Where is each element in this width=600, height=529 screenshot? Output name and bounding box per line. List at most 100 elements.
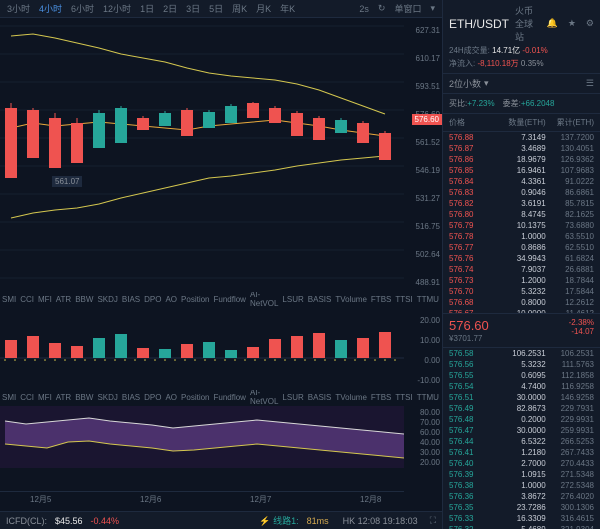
ob-row[interactable]: 576.747.903726.6881: [443, 264, 600, 275]
buy-ratio: +7.23%: [467, 99, 494, 108]
ob-row[interactable]: 576.402.7000270.4433: [443, 458, 600, 469]
tf-3d[interactable]: 3日: [183, 2, 203, 15]
expand-icon[interactable]: ⛶: [430, 515, 436, 526]
tf-6h[interactable]: 6小时: [68, 2, 97, 15]
bell-icon[interactable]: 🔔: [547, 18, 558, 29]
indicator-ttmu[interactable]: TTMU: [417, 295, 439, 304]
indicator-ai-netvol[interactable]: AI-NetVOL: [250, 390, 278, 404]
indicator-atr[interactable]: ATR: [56, 295, 71, 304]
indicator-lsur[interactable]: LSUR: [282, 295, 303, 304]
indicator-fundflow[interactable]: Fundflow: [214, 295, 246, 304]
ob-row[interactable]: 576.544.7400116.9258: [443, 381, 600, 392]
ob-row[interactable]: 576.808.474582.1625: [443, 209, 600, 220]
ob-row[interactable]: 576.830.904686.6861: [443, 187, 600, 198]
ob-row[interactable]: 576.7910.137573.6880: [443, 220, 600, 231]
indicator-skdj[interactable]: SKDJ: [97, 393, 117, 402]
ob-row[interactable]: 576.3523.7286300.1306: [443, 502, 600, 513]
indicator-cci[interactable]: CCI: [20, 393, 34, 402]
ob-row[interactable]: 576.4982.8673229.7931: [443, 403, 600, 414]
ob-row[interactable]: 576.363.8672276.4020: [443, 491, 600, 502]
indicator-smi[interactable]: SMI: [2, 295, 16, 304]
latency: 81ms: [307, 516, 329, 526]
ob-row[interactable]: 576.381.0000272.5348: [443, 480, 600, 491]
indicator-ftbs[interactable]: FTBS: [371, 393, 391, 402]
ob-row[interactable]: 576.8516.9461107.9683: [443, 165, 600, 176]
ob-row[interactable]: 576.411.2180267.7433: [443, 447, 600, 458]
layout-dropdown-icon[interactable]: ▾: [427, 3, 438, 14]
ob-row[interactable]: 576.5130.0000146.9258: [443, 392, 600, 403]
indicator-tvolume[interactable]: TVolume: [335, 393, 367, 402]
ob-row[interactable]: 576.325.4689321.9304: [443, 524, 600, 529]
indicator-dpo[interactable]: DPO: [144, 393, 161, 402]
indicator-smi[interactable]: SMI: [2, 393, 16, 402]
chevron-down-icon[interactable]: ▾: [484, 78, 489, 89]
indicator-position[interactable]: Position: [181, 295, 209, 304]
tf-12h[interactable]: 12小时: [100, 2, 134, 15]
indicator-skdj[interactable]: SKDJ: [97, 295, 117, 304]
decimal-selector[interactable]: 2位小数: [449, 77, 481, 90]
indicator-mfi[interactable]: MFI: [38, 295, 52, 304]
ob-row[interactable]: 576.8618.9679126.9362: [443, 154, 600, 165]
ob-row[interactable]: 576.565.3232111.5763: [443, 359, 600, 370]
indicator-tvolume[interactable]: TVolume: [335, 295, 367, 304]
indicator-position[interactable]: Position: [181, 393, 209, 402]
tf-2d[interactable]: 2日: [160, 2, 180, 15]
indicator-cci[interactable]: CCI: [20, 295, 34, 304]
indicator-basis[interactable]: BASIS: [308, 393, 332, 402]
ob-row[interactable]: 576.887.3149137.7200: [443, 132, 600, 143]
indicator-ao[interactable]: AO: [165, 393, 177, 402]
tf-mo[interactable]: 月K: [253, 2, 274, 15]
indicator-atr[interactable]: ATR: [56, 393, 71, 402]
star-icon[interactable]: ★: [568, 18, 576, 29]
main-candlestick-chart[interactable]: [0, 18, 404, 288]
indicator-ao[interactable]: AO: [165, 295, 177, 304]
gear-icon[interactable]: ⚙: [586, 18, 594, 29]
indicator-bias[interactable]: BIAS: [122, 393, 140, 402]
indicator-ftbs[interactable]: FTBS: [371, 295, 391, 304]
ob-row[interactable]: 576.7634.994361.6824: [443, 253, 600, 264]
chart-area[interactable]: 561.07 627.31610.17593.51576.60561.52546…: [0, 18, 442, 529]
tf-4h[interactable]: 4小时: [36, 2, 65, 15]
indicator-bias[interactable]: BIAS: [122, 295, 140, 304]
ob-row[interactable]: 576.781.000063.5510: [443, 231, 600, 242]
layout-ctrl[interactable]: 单窗口: [391, 2, 424, 15]
refresh-ctrl[interactable]: 2s: [356, 4, 372, 14]
indicator-bbw[interactable]: BBW: [75, 393, 93, 402]
refresh-icon[interactable]: ↻: [375, 3, 389, 14]
indicator-mfi[interactable]: MFI: [38, 393, 52, 402]
low-price-tag: 561.07: [52, 176, 82, 187]
sub-chart-2[interactable]: [0, 406, 404, 468]
indicator-basis[interactable]: BASIS: [308, 295, 332, 304]
indicator-ttmu[interactable]: TTMU: [417, 393, 439, 402]
ob-row[interactable]: 576.680.800012.2612: [443, 297, 600, 308]
ob-row[interactable]: 576.58106.2531106.2531: [443, 348, 600, 359]
ob-row[interactable]: 576.3316.3309316.4615: [443, 513, 600, 524]
ob-row[interactable]: 576.823.619185.7815: [443, 198, 600, 209]
indicator-ttsi[interactable]: TTSI: [395, 295, 412, 304]
tf-3h[interactable]: 3小时: [4, 2, 33, 15]
book-view-icon[interactable]: ☰: [586, 78, 594, 89]
ob-row[interactable]: 576.550.6095112.1858: [443, 370, 600, 381]
indicator-fundflow[interactable]: Fundflow: [214, 393, 246, 402]
tf-5d[interactable]: 5日: [206, 2, 226, 15]
indicator-lsur[interactable]: LSUR: [282, 393, 303, 402]
tf-yr[interactable]: 年K: [277, 2, 298, 15]
ob-row[interactable]: 576.6710.000011.4612: [443, 308, 600, 313]
sub-chart-1[interactable]: [0, 308, 404, 388]
indicator-ai-netvol[interactable]: AI-NetVOL: [250, 292, 278, 306]
ob-row[interactable]: 576.873.4689130.4051: [443, 143, 600, 154]
ob-row[interactable]: 576.705.323217.5844: [443, 286, 600, 297]
ob-row[interactable]: 576.4730.0000259.9931: [443, 425, 600, 436]
ob-row[interactable]: 576.770.868662.5510: [443, 242, 600, 253]
ob-row[interactable]: 576.391.0915271.5348: [443, 469, 600, 480]
tf-wk[interactable]: 周K: [229, 2, 250, 15]
ytick: 502.64: [416, 250, 440, 259]
ob-row[interactable]: 576.731.200018.7844: [443, 275, 600, 286]
tf-1d[interactable]: 1日: [137, 2, 157, 15]
indicator-dpo[interactable]: DPO: [144, 295, 161, 304]
ob-row[interactable]: 576.844.336191.0222: [443, 176, 600, 187]
ob-row[interactable]: 576.446.5322266.5253: [443, 436, 600, 447]
indicator-ttsi[interactable]: TTSI: [395, 393, 412, 402]
indicator-bbw[interactable]: BBW: [75, 295, 93, 304]
ob-row[interactable]: 576.480.2000229.9931: [443, 414, 600, 425]
